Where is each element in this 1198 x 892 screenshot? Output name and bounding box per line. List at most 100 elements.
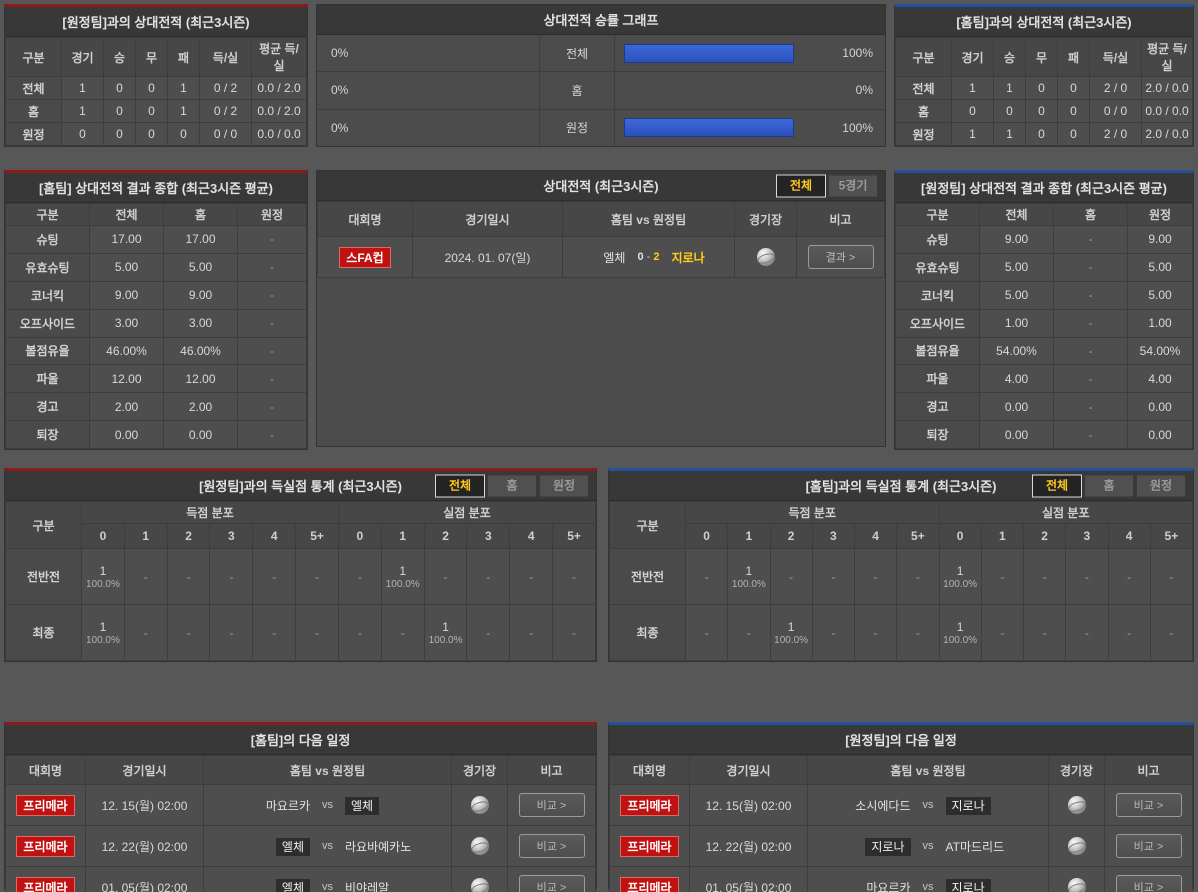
tab-5경기[interactable]: 5경기: [828, 174, 878, 197]
away-team-name: 지로나: [671, 250, 705, 265]
cell-value: 2.0 / 0.0: [1141, 76, 1193, 100]
dist-cell: -: [337, 604, 382, 661]
league-cell: 프리메라: [5, 825, 86, 867]
compare-button[interactable]: 비교 >: [1115, 793, 1182, 817]
stadium-globe-icon[interactable]: [470, 796, 489, 814]
cell-value: 1.00: [979, 308, 1054, 338]
tab-전체[interactable]: 전체: [776, 174, 826, 197]
tab-홈[interactable]: 홈: [487, 474, 537, 497]
vs-label: vs: [322, 799, 333, 811]
col-header: 비고: [1104, 755, 1193, 785]
note-cell: 비교 >: [1104, 866, 1193, 892]
col-header: 3: [1065, 523, 1109, 549]
col-header: 홈팀 vs 원정팀: [203, 755, 452, 785]
compare-button[interactable]: 비교 >: [518, 834, 585, 858]
panel-title-text: [원정팀]과의 득실점 통계 (최근3시즌): [199, 479, 402, 494]
col-header: 원정: [237, 203, 307, 226]
row-label: 볼점유율: [5, 336, 90, 366]
col-header: 5+: [896, 523, 940, 549]
schedule-row: 프리메라 01. 05(월) 02:00 엘체 vs 비야레알 비교 >: [5, 866, 596, 892]
cell-value: 1: [993, 122, 1026, 146]
cell-value: 9.00: [1127, 225, 1193, 254]
league-cell: 프리메라: [609, 825, 690, 867]
tab-원정[interactable]: 원정: [1136, 474, 1186, 497]
graph-left-zone: 0%: [317, 110, 539, 146]
compare-button[interactable]: 비교 >: [518, 875, 585, 892]
h2h-tabs: 전체 5경기: [776, 174, 878, 197]
note-cell: 비교 >: [1104, 825, 1193, 867]
cell-value: 0: [103, 99, 136, 123]
cell-value: 0 / 0: [199, 122, 252, 146]
compare-button[interactable]: 비교 >: [1115, 834, 1182, 858]
dist-cell: -: [1022, 548, 1067, 605]
note-cell: 비교 >: [507, 825, 596, 867]
col-header: 비고: [507, 755, 596, 785]
stadium-globe-icon[interactable]: [1067, 837, 1086, 855]
row-label: 볼점유율: [895, 336, 980, 366]
datetime-cell: 01. 05(월) 02:00: [689, 866, 808, 892]
panel-title-text: 상대전적 (최근3시즌): [543, 179, 659, 194]
tab-전체[interactable]: 전체: [1032, 474, 1082, 497]
cell-value: 0: [1025, 99, 1058, 123]
dist-cell: 1 100.0%: [938, 548, 982, 605]
stadium-globe-icon[interactable]: [756, 248, 775, 266]
panel-title: [원정팀]의 다음 일정: [609, 725, 1193, 755]
datetime-cell: 12. 22(월) 02:00: [85, 825, 204, 867]
dist-cell: -: [166, 548, 211, 605]
match-teams-cell: 소시에다드 vs 지로나: [807, 784, 1049, 826]
dist-cell: -: [1149, 604, 1194, 661]
compare-button[interactable]: 비교 >: [1115, 875, 1182, 892]
stadium-cell: [1048, 825, 1105, 867]
schedule-row: 프리메라 12. 15(월) 02:00 소시에다드 vs 지로나 비교 >: [609, 784, 1193, 826]
cell-value: 0: [1025, 76, 1058, 100]
graph-right-zone: 100%: [615, 110, 885, 146]
score: 0 - 2: [637, 251, 660, 263]
stadium-cell: [451, 825, 508, 867]
cell-value: 0 / 2: [199, 99, 252, 123]
cell-value: 5.00: [979, 280, 1054, 310]
row-label: 전반전: [5, 548, 82, 605]
dist-cell: -: [509, 548, 554, 605]
league-badge: 프리메라: [620, 835, 679, 857]
tab-홈[interactable]: 홈: [1084, 474, 1134, 497]
cell-value: 5.00: [1127, 252, 1193, 282]
dist-cell: -: [337, 548, 382, 605]
dist-cell: -: [1149, 548, 1194, 605]
panel-home-summary: [홈팀] 상대전적 결과 종합 (최근3시즌 평균) 구분 전체 홈 원정 슈팅 17.0…: [4, 170, 308, 450]
col-header: 1: [123, 523, 168, 549]
stadium-globe-icon[interactable]: [470, 837, 489, 855]
row-label: 코너킥: [895, 280, 980, 310]
col-header: 0: [81, 523, 125, 549]
table-row: 코너킥 5.00-5.00: [895, 280, 1193, 310]
row-label: 슈팅: [895, 225, 980, 254]
table-row: 전체 1 1 0 0 2 / 0 2.0 / 0.0: [895, 76, 1193, 100]
cell-value: 54.00%: [1127, 336, 1193, 366]
col-header: 대회명: [317, 201, 413, 237]
league-cell: 프리메라: [5, 784, 86, 826]
tab-전체[interactable]: 전체: [435, 474, 485, 497]
cell-value: 0: [167, 122, 200, 146]
cell-value: 0: [135, 122, 168, 146]
group-header-concede: 실점 분포: [337, 501, 597, 524]
dist-cell: -: [1022, 604, 1067, 661]
schedule-row: 프리메라 12. 22(월) 02:00 지로나 vs AT마드리드 비교 >: [609, 825, 1193, 867]
cell-value: 0.0 / 2.0: [251, 76, 307, 100]
dist-cell: 1 100.0%: [81, 548, 125, 605]
tab-원정[interactable]: 원정: [539, 474, 589, 497]
table-row: 전반전 1 100.0% - - - - - -1 100.0% - - - -: [5, 548, 596, 605]
stadium-globe-icon[interactable]: [470, 878, 489, 892]
result-button[interactable]: 결과 >: [807, 245, 874, 269]
cell-value: 0 / 2: [199, 76, 252, 100]
col-header: 5+: [1149, 523, 1194, 549]
stadium-globe-icon[interactable]: [1067, 878, 1086, 892]
dist-cell: -: [853, 604, 898, 661]
graph-row-label: 원정: [539, 109, 615, 146]
dist-cell: -: [727, 604, 771, 661]
dist-cell: -: [684, 548, 729, 605]
cell-value: 12.00: [89, 364, 164, 394]
dist-cell: -: [853, 548, 898, 605]
cell-value: 0.00: [1127, 392, 1193, 422]
stadium-globe-icon[interactable]: [1067, 796, 1086, 814]
compare-button[interactable]: 비교 >: [518, 793, 585, 817]
